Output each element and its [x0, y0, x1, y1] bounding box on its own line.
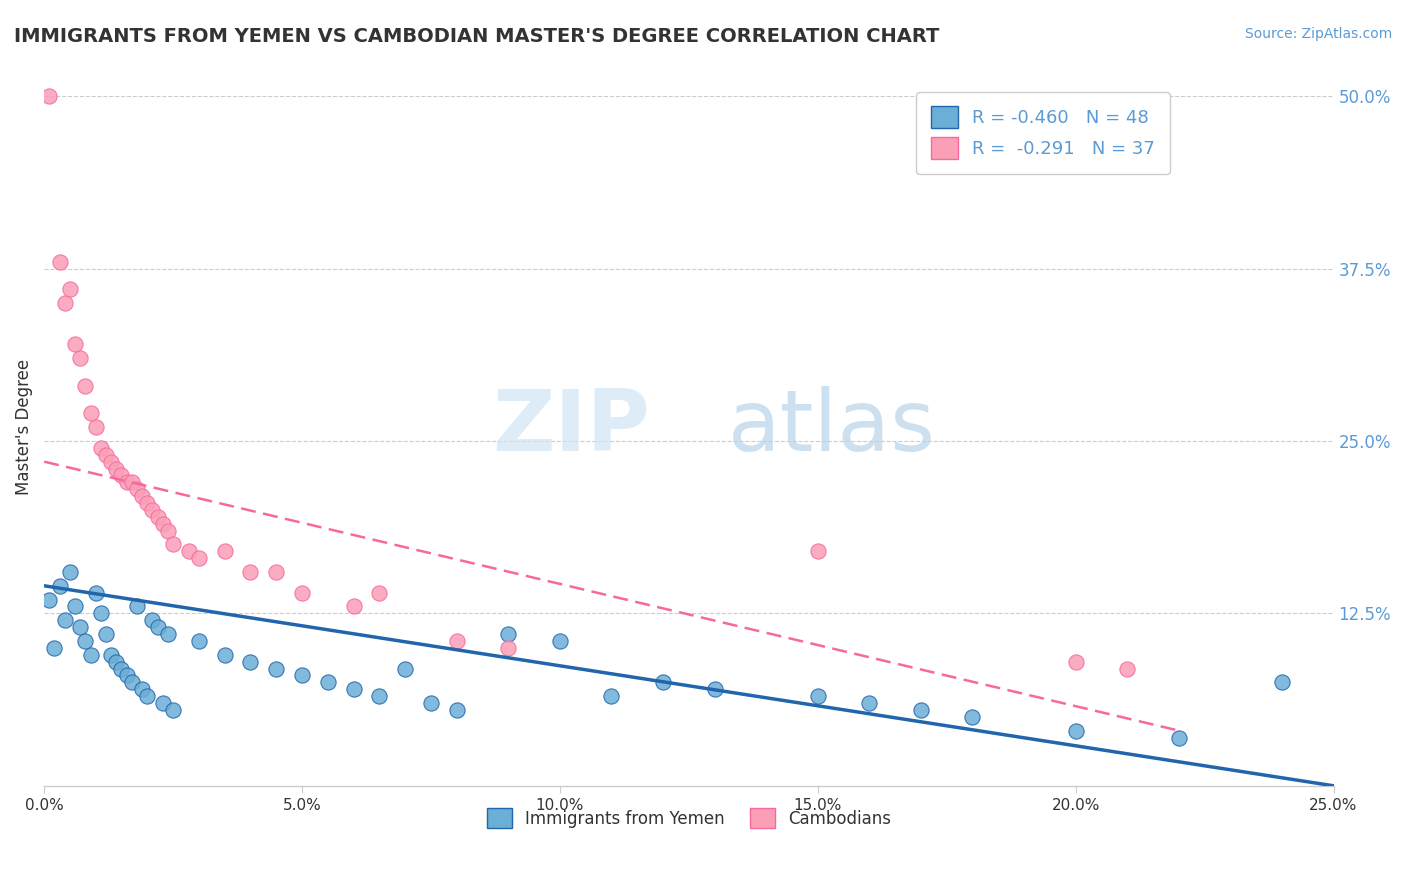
Point	[316, 675, 339, 690]
Point	[100, 648, 122, 662]
Point	[141, 613, 163, 627]
Point	[162, 537, 184, 551]
Point	[94, 448, 117, 462]
Point	[342, 682, 364, 697]
Point	[115, 668, 138, 682]
Point	[214, 648, 236, 662]
Point	[59, 282, 82, 296]
Point	[84, 420, 107, 434]
Point	[498, 627, 520, 641]
Point	[69, 620, 91, 634]
Point	[652, 675, 675, 690]
Point	[162, 703, 184, 717]
Point	[419, 696, 441, 710]
Point	[121, 675, 143, 690]
Point	[342, 599, 364, 614]
Point	[1116, 661, 1139, 675]
Point	[368, 689, 391, 703]
Point	[79, 406, 101, 420]
Point	[110, 468, 132, 483]
Text: Source: ZipAtlas.com: Source: ZipAtlas.com	[1244, 27, 1392, 41]
Point	[187, 551, 209, 566]
Point	[703, 682, 725, 697]
Point	[152, 696, 174, 710]
Point	[394, 661, 416, 675]
Point	[807, 544, 830, 558]
Point	[446, 703, 468, 717]
Point	[48, 254, 70, 268]
Point	[214, 544, 236, 558]
Point	[187, 634, 209, 648]
Point	[105, 655, 128, 669]
Point	[63, 599, 86, 614]
Y-axis label: Master's Degree: Master's Degree	[15, 359, 32, 495]
Point	[368, 585, 391, 599]
Point	[910, 703, 932, 717]
Point	[264, 661, 287, 675]
Text: atlas: atlas	[727, 385, 935, 468]
Point	[121, 475, 143, 490]
Point	[807, 689, 830, 703]
Point	[446, 634, 468, 648]
Point	[1064, 723, 1087, 738]
Point	[75, 634, 97, 648]
Point	[44, 640, 66, 655]
Point	[141, 503, 163, 517]
Point	[131, 682, 153, 697]
Point	[90, 607, 112, 621]
Point	[146, 509, 169, 524]
Text: IMMIGRANTS FROM YEMEN VS CAMBODIAN MASTER'S DEGREE CORRELATION CHART: IMMIGRANTS FROM YEMEN VS CAMBODIAN MASTE…	[14, 27, 939, 45]
Point	[84, 585, 107, 599]
Point	[131, 489, 153, 503]
Point	[1167, 731, 1189, 745]
Point	[136, 496, 159, 510]
Point	[48, 579, 70, 593]
Point	[962, 710, 984, 724]
Point	[136, 689, 159, 703]
Point	[75, 378, 97, 392]
Point	[63, 337, 86, 351]
Point	[152, 516, 174, 531]
Point	[177, 544, 200, 558]
Point	[125, 482, 148, 496]
Point	[53, 296, 76, 310]
Point	[110, 661, 132, 675]
Point	[1064, 655, 1087, 669]
Point	[291, 585, 314, 599]
Point	[291, 668, 314, 682]
Point	[115, 475, 138, 490]
Point	[53, 613, 76, 627]
Point	[548, 634, 571, 648]
Point	[105, 461, 128, 475]
Point	[239, 655, 262, 669]
Point	[498, 640, 520, 655]
Point	[146, 620, 169, 634]
Point	[94, 627, 117, 641]
Legend: Immigrants from Yemen, Cambodians: Immigrants from Yemen, Cambodians	[479, 801, 897, 835]
Point	[69, 351, 91, 366]
Point	[38, 89, 60, 103]
Point	[59, 565, 82, 579]
Point	[100, 455, 122, 469]
Point	[156, 627, 179, 641]
Point	[858, 696, 880, 710]
Text: ZIP: ZIP	[492, 385, 650, 468]
Point	[264, 565, 287, 579]
Point	[239, 565, 262, 579]
Point	[600, 689, 623, 703]
Point	[90, 441, 112, 455]
Point	[38, 592, 60, 607]
Point	[156, 524, 179, 538]
Point	[1271, 675, 1294, 690]
Point	[79, 648, 101, 662]
Point	[125, 599, 148, 614]
